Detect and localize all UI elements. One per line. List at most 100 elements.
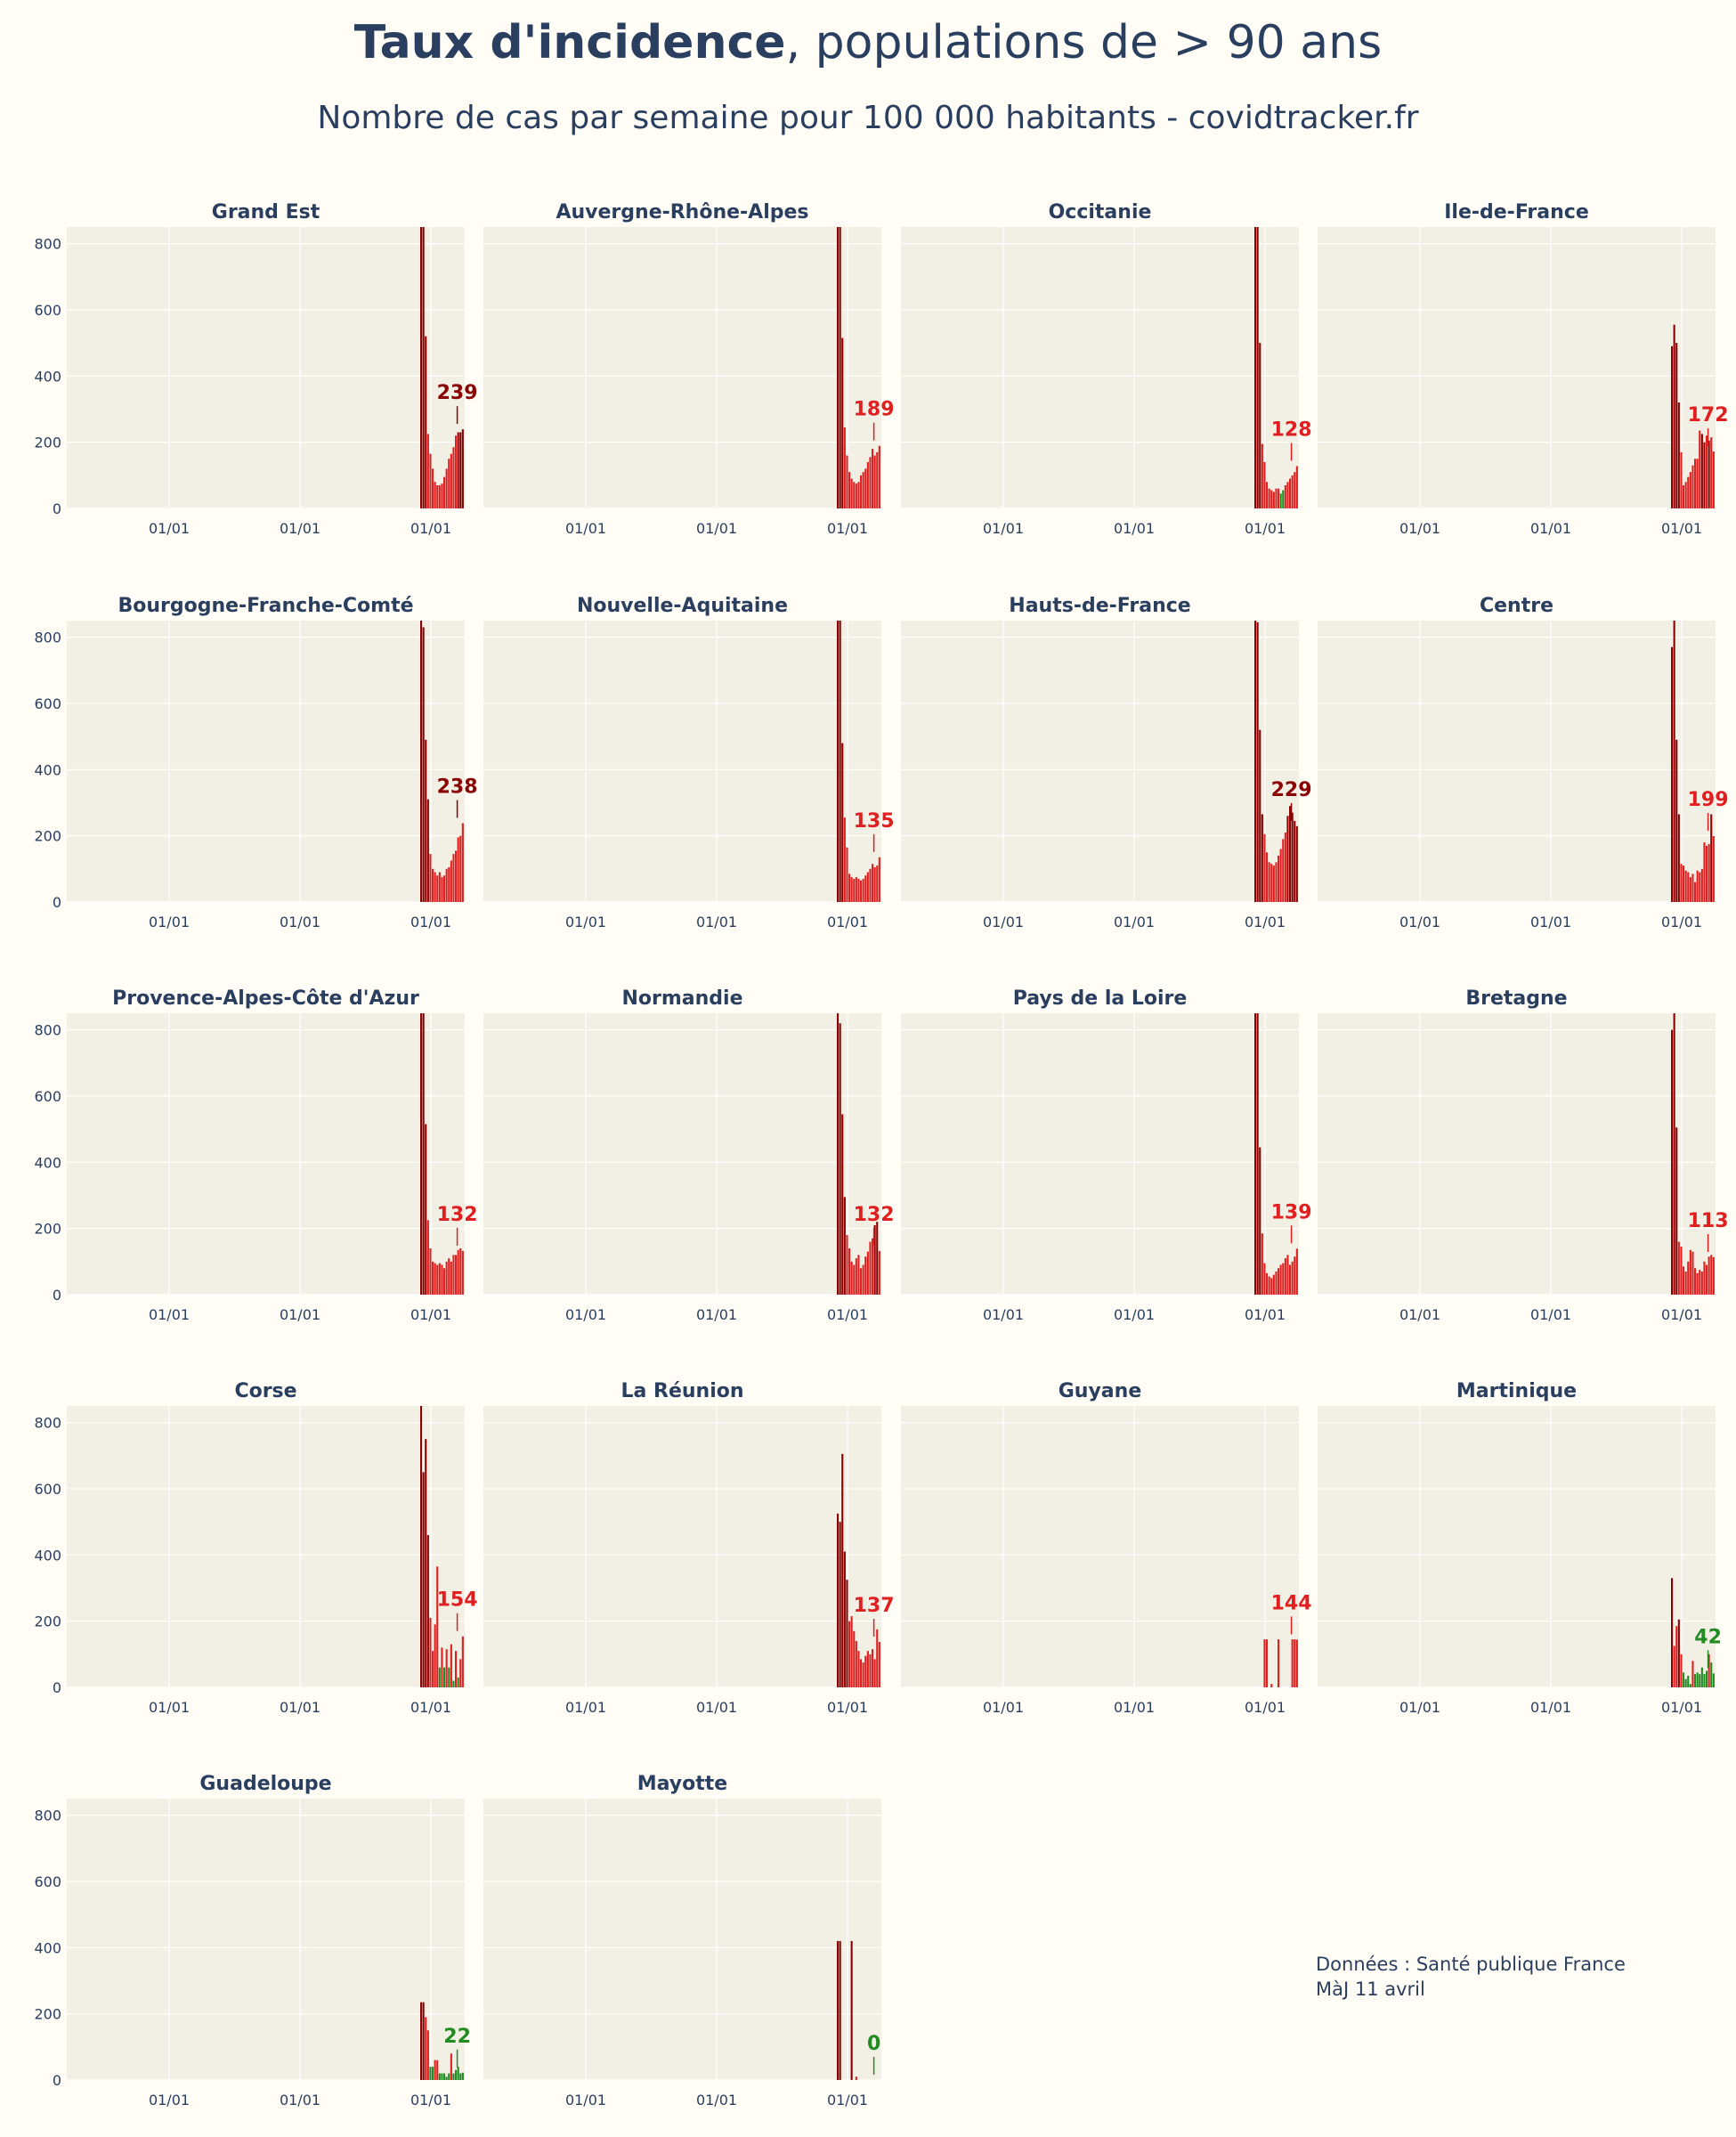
x-tick-label: 01/01 (696, 2092, 737, 2109)
x-tick-label: 01/01 (983, 914, 1024, 930)
panel-title: Provence-Alpes-Côte d'Azur (112, 987, 419, 1010)
bar (848, 472, 851, 508)
chart-subtitle: Nombre de cas par semaine pour 100 000 h… (317, 100, 1419, 136)
panel-16: Martinique 01/01 01/01 01/01 42 (1318, 1380, 1722, 1716)
bar (432, 2067, 434, 2080)
bar (1675, 343, 1678, 508)
bar (436, 875, 439, 902)
panel-title: Mayotte (637, 1773, 727, 1795)
bar (848, 873, 851, 902)
bar (1700, 434, 1703, 508)
bar (455, 2069, 458, 2080)
bar (1687, 1675, 1690, 1687)
bar (837, 1513, 840, 1687)
bar (436, 1566, 439, 1687)
bar (436, 2060, 439, 2080)
bar (873, 455, 876, 508)
last-value-label: 238 (437, 776, 478, 799)
bar (857, 1255, 860, 1295)
bar (869, 457, 872, 508)
bar (850, 1261, 853, 1295)
bar (450, 1261, 452, 1295)
bar (848, 1247, 851, 1295)
x-tick-label: 01/01 (280, 914, 320, 930)
plot-area (67, 621, 465, 902)
panel-title: Ile-de-France (1444, 201, 1589, 223)
bar (1699, 430, 1701, 508)
bar (837, 1013, 840, 1295)
bar (1684, 482, 1687, 508)
bar (438, 872, 441, 902)
x-tick-label: 01/01 (1661, 914, 1702, 930)
panel-13: Corse 0 200 400 600 800 01/01 01/01 01/01 154 (34, 1380, 477, 1716)
bar (857, 482, 860, 508)
bar (876, 451, 879, 508)
bar (1254, 227, 1257, 508)
bar (461, 2072, 464, 2080)
x-tick-label: 01/01 (1661, 1699, 1702, 1716)
bar (420, 621, 423, 902)
plot-area (483, 1406, 881, 1687)
bar (457, 837, 459, 902)
bar (1268, 1276, 1270, 1295)
bar (1689, 1249, 1691, 1295)
bar (1294, 1256, 1296, 1295)
panel-title: Grand Est (212, 201, 320, 223)
bar (1291, 1261, 1294, 1295)
bar (1671, 1029, 1674, 1295)
bar (1295, 825, 1298, 902)
bar (860, 880, 863, 902)
bar (436, 1264, 439, 1295)
bar (441, 2073, 443, 2080)
last-value-label: 172 (1688, 404, 1729, 427)
bar (1282, 1263, 1285, 1295)
plot-area (483, 227, 881, 508)
bar (1699, 1270, 1701, 1295)
bar (873, 1659, 876, 1687)
bar (1266, 1272, 1269, 1295)
bar (1673, 621, 1675, 902)
bar (1295, 1639, 1298, 1687)
bar (846, 847, 848, 902)
panel-title: Centre (1480, 595, 1553, 617)
bar (457, 432, 459, 508)
bar (452, 854, 455, 902)
bar (866, 461, 869, 508)
bar (445, 868, 448, 902)
x-tick-label: 01/01 (149, 1306, 190, 1323)
x-tick-label: 01/01 (149, 520, 190, 537)
plot-area (901, 1406, 1299, 1687)
bar (1683, 1266, 1685, 1295)
bar (873, 866, 876, 902)
bar (1680, 864, 1683, 902)
bar (461, 429, 464, 508)
bar (866, 872, 869, 902)
bar (1708, 440, 1710, 508)
bar (429, 1247, 432, 1295)
bar (448, 866, 450, 902)
last-value-label: 239 (437, 382, 478, 404)
x-tick-label: 01/01 (983, 1306, 1024, 1323)
bar (846, 1235, 848, 1295)
bar (1712, 836, 1715, 902)
bar (1254, 1013, 1257, 1295)
bar (1710, 1255, 1713, 1295)
bar (860, 475, 863, 508)
bar (843, 817, 846, 902)
panel-title: La Réunion (621, 1380, 743, 1402)
last-value-label: 0 (867, 2033, 880, 2055)
bar (1294, 472, 1296, 508)
bar (1266, 482, 1269, 508)
x-tick-label: 01/01 (280, 1699, 320, 1716)
bar (450, 453, 452, 508)
last-value-label: 199 (1688, 789, 1729, 811)
panel-title: Occitanie (1049, 201, 1152, 223)
plot-area (483, 621, 881, 902)
bar (878, 1250, 880, 1295)
x-tick-label: 01/01 (827, 520, 868, 537)
bar (1687, 1261, 1690, 1295)
bar (1677, 1619, 1680, 1687)
bar (869, 1241, 872, 1295)
bar (1279, 1264, 1282, 1295)
last-value-label: 189 (854, 399, 895, 421)
